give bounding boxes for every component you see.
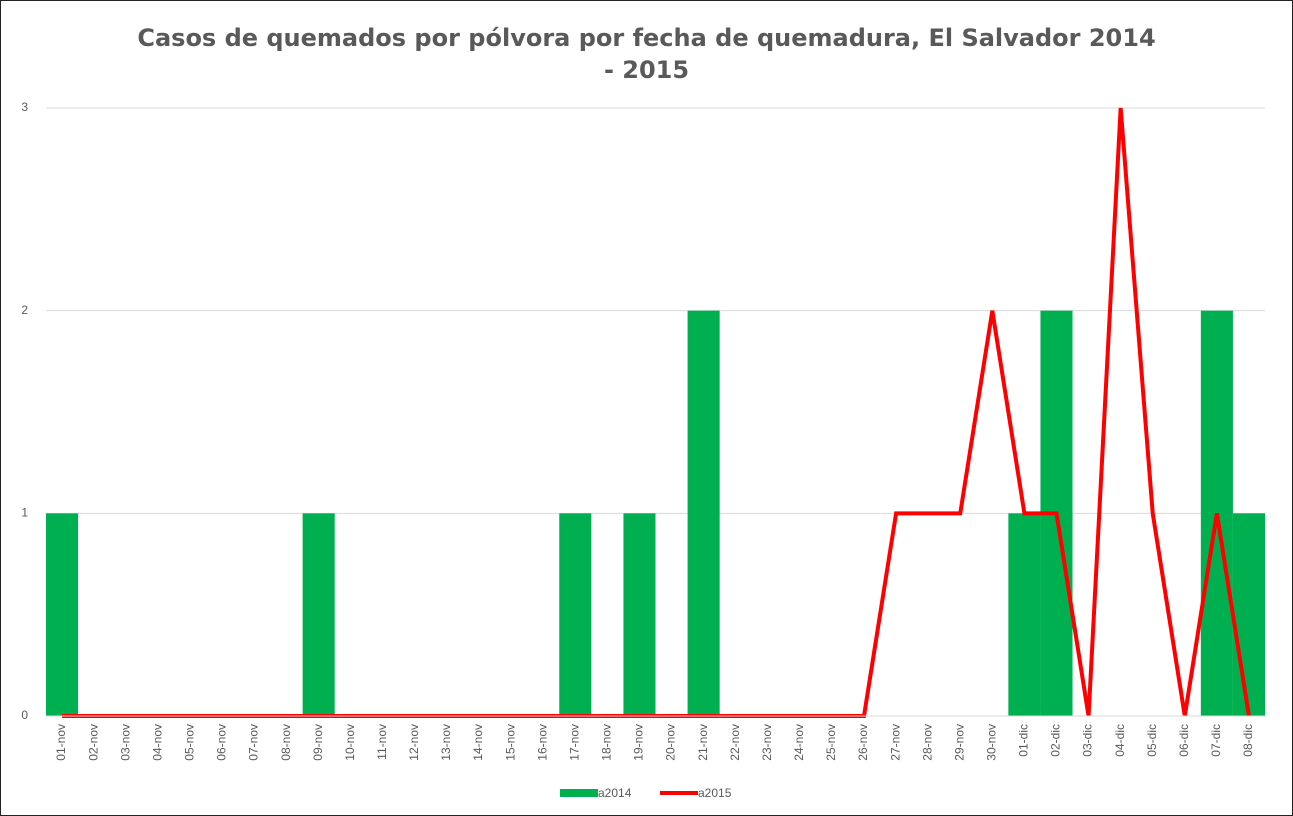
x-tick-label: 05-nov (183, 724, 197, 761)
x-tick-label: 24-nov (792, 724, 806, 761)
bar (623, 513, 656, 716)
legend-label: a2014 (598, 786, 632, 800)
x-tick-label: 04-dic (1113, 724, 1127, 757)
bar (46, 513, 79, 716)
x-tick-label: 13-nov (439, 724, 453, 761)
x-tick-label: 28-nov (920, 724, 934, 761)
x-tick-label: 02-dic (1049, 724, 1063, 757)
x-tick-label: 21-nov (696, 724, 710, 761)
x-tick-label: 18-nov (600, 724, 614, 761)
x-tick-label: 11-nov (375, 724, 389, 760)
x-tick-label: 15-nov (503, 724, 517, 761)
bar (559, 513, 592, 716)
x-tick-label: 14-nov (471, 724, 485, 761)
x-tick-label: 27-nov (888, 724, 902, 761)
x-tick-label: 05-dic (1145, 724, 1159, 757)
bar (1008, 513, 1041, 716)
x-tick-label: 16-nov (535, 724, 549, 761)
x-tick-label: 17-nov (567, 724, 581, 761)
x-tick-label: 01-nov (54, 724, 68, 761)
x-tick-label: 23-nov (760, 724, 774, 761)
x-tick-label: 06-dic (1177, 724, 1191, 757)
bar (687, 310, 720, 716)
y-tick-label: 0 (21, 708, 28, 722)
x-tick-label: 30-nov (985, 724, 999, 761)
x-tick-label: 10-nov (343, 724, 357, 761)
x-tick-label: 19-nov (632, 724, 646, 761)
x-tick-label: 01-dic (1017, 724, 1031, 757)
y-tick-label: 2 (21, 303, 28, 317)
y-tick-label: 3 (21, 100, 28, 114)
x-tick-label: 12-nov (407, 724, 421, 761)
x-tick-label: 02-nov (86, 724, 100, 761)
x-tick-label: 09-nov (311, 724, 325, 761)
bar (302, 513, 335, 716)
x-tick-label: 07-nov (247, 724, 261, 761)
x-tick-label: 08-dic (1241, 724, 1255, 757)
x-tick-label: 03-dic (1081, 724, 1095, 757)
x-tick-label: 04-nov (150, 724, 164, 761)
x-tick-label: 25-nov (824, 724, 838, 761)
x-tick-label: 29-nov (952, 724, 966, 761)
chart-title: Casos de quemados por pólvora por fecha … (137, 24, 1156, 84)
x-tick-label: 22-nov (728, 724, 742, 761)
x-tick-label: 06-nov (215, 724, 229, 761)
x-tick-label: 03-nov (118, 724, 132, 761)
legend-label: a2015 (698, 786, 732, 800)
legend-swatch (560, 789, 598, 797)
x-tick-label: 20-nov (664, 724, 678, 761)
x-tick-label: 07-dic (1209, 724, 1223, 757)
y-tick-label: 1 (21, 506, 28, 520)
x-tick-label: 26-nov (856, 724, 870, 761)
bar (1232, 513, 1265, 716)
x-tick-label: 08-nov (279, 724, 293, 761)
